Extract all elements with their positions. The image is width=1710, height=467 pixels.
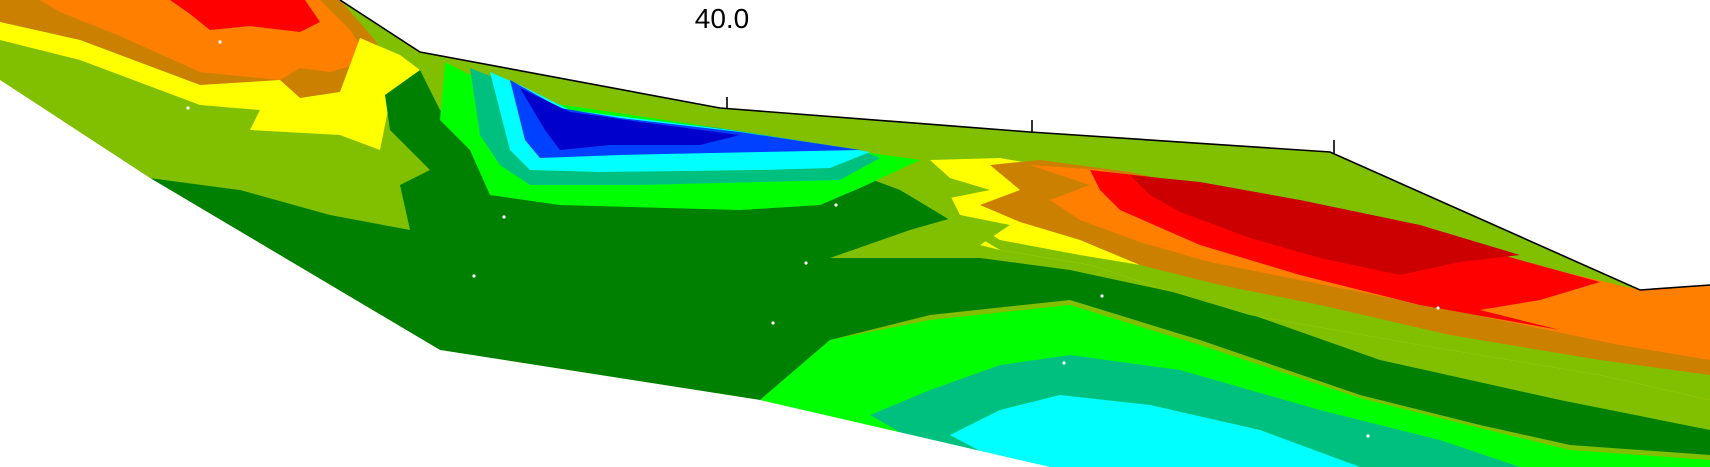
air-mask — [340, 0, 1710, 290]
datum-point — [1436, 306, 1440, 310]
datum-point — [1366, 434, 1370, 438]
datum-points — [186, 40, 1440, 438]
datum-point — [472, 274, 476, 278]
datum-point — [502, 215, 506, 219]
below-model-mask — [0, 80, 1050, 467]
datum-point — [834, 203, 838, 207]
distance-tick-label: 40.0 — [695, 3, 750, 34]
band-yellow-upper-left — [0, 22, 420, 150]
electrode-ticks — [726, 97, 1335, 153]
band-cyan-lower — [950, 395, 1360, 467]
topography-line — [339, 0, 1710, 291]
band-dark-green-left-edge — [0, 80, 240, 190]
band-navy-upper — [520, 88, 740, 150]
band-red-upper-left — [170, 0, 320, 32]
datum-point — [218, 40, 222, 44]
datum-point — [804, 261, 808, 265]
datum-point — [186, 106, 190, 110]
datum-point — [1100, 294, 1104, 298]
band-dark-red-right — [1130, 175, 1520, 275]
datum-point — [771, 321, 775, 325]
band-dark-green-core — [150, 70, 1710, 455]
datum-point — [1062, 361, 1066, 365]
